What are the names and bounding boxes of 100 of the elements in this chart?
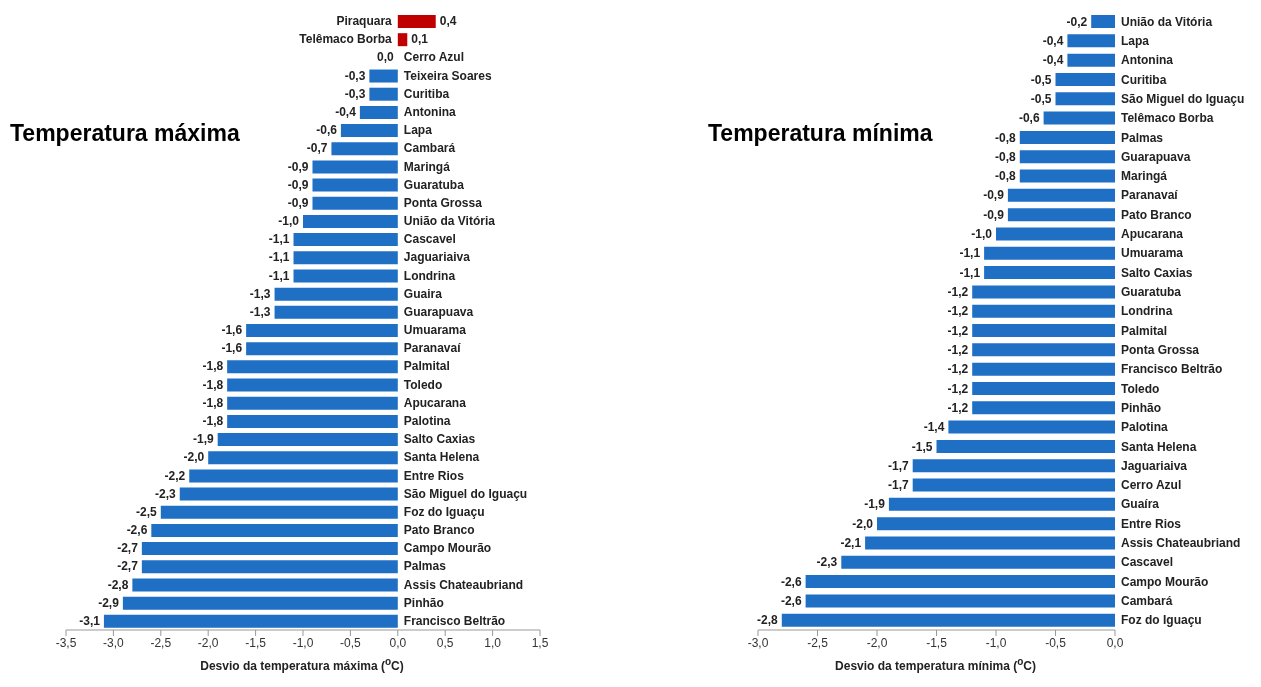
text: Temperatura máxima [10, 120, 240, 147]
data-label: -2,9 [98, 595, 120, 610]
data-label: -1,9 [864, 497, 886, 512]
x-tick-label: -2,5 [150, 635, 172, 650]
y-tick-label: Cerro Azul [1121, 478, 1182, 493]
y-tick-label: Assis Chateaubriand [1121, 536, 1241, 551]
bar [151, 523, 398, 537]
y-tick-label: São Miguel do Iguaçu [1121, 91, 1245, 106]
x-tick-label: -2,0 [866, 635, 888, 650]
bar [160, 505, 398, 519]
y-tick-label: Salto Caxias [403, 432, 476, 447]
bar [331, 142, 398, 156]
data-label: -0,8 [995, 149, 1017, 164]
data-label: -1,3 [249, 286, 271, 301]
data-label: -0,4 [335, 104, 357, 119]
data-label: -0,6 [1018, 111, 1040, 126]
y-tick-label: Palmas [403, 559, 447, 574]
data-label: -2,6 [780, 594, 802, 609]
y-tick-label: Cambará [403, 141, 456, 156]
x-tick-label: -1,5 [926, 635, 948, 650]
y-tick-label: Guarapuava [403, 304, 474, 319]
bar [359, 105, 398, 119]
y-tick-label: Foz do Iguaçu [403, 504, 485, 519]
data-label: -2,6 [780, 574, 802, 589]
bar [103, 614, 398, 628]
y-tick-label: Curitiba [403, 86, 450, 101]
data-label: -0,9 [287, 177, 309, 192]
y-tick-label: Salto Caxias [1121, 265, 1193, 280]
data-label: -1,0 [971, 227, 993, 242]
y-tick-label: Entre Rios [403, 468, 465, 483]
data-label: -0,9 [287, 195, 309, 210]
y-tick-label: Maringá [403, 159, 451, 174]
data-label: -1,5 [911, 439, 933, 454]
x-tick-label: 1,0 [484, 635, 502, 650]
data-label: -2,8 [757, 613, 779, 628]
y-tick-label: Francisco Beltrão [1121, 362, 1223, 377]
data-label: -2,0 [852, 516, 874, 531]
data-label: -1,2 [947, 342, 969, 357]
y-tick-label: Pato Branco [1121, 207, 1192, 222]
x-tick-label: -2,5 [807, 635, 829, 650]
y-tick-label: Apucarana [403, 395, 467, 410]
y-tick-label: Campo Mourão [1121, 574, 1209, 589]
y-tick-label: Palmas [1121, 130, 1164, 145]
bar [132, 578, 398, 592]
data-label: -0,4 [1042, 53, 1064, 68]
bar [179, 487, 398, 501]
y-tick-label: Palmital [403, 359, 450, 374]
y-tick-label: Pato Branco [403, 523, 475, 538]
y-tick-label: Santa Helena [403, 450, 480, 465]
bar [340, 124, 398, 138]
data-label: -2,3 [816, 555, 838, 570]
bar [217, 433, 398, 447]
y-tick-label: Entre Rios [1121, 516, 1182, 531]
data-label: -1,4 [923, 420, 945, 435]
x-tick-label: -2,0 [197, 635, 219, 650]
data-label: -1,2 [947, 285, 969, 300]
y-tick-label: Guaíra [1121, 497, 1160, 512]
data-label: -0,9 [983, 188, 1005, 203]
y-tick-label: Palotina [403, 413, 451, 428]
data-label: -2,0 [183, 450, 205, 465]
y-tick-label: Santa Helena [1121, 439, 1197, 454]
data-label: -1,1 [268, 268, 290, 283]
bar [397, 15, 436, 28]
bar [274, 287, 398, 301]
bar [227, 378, 398, 392]
y-tick-label: Guaratuba [1121, 285, 1182, 300]
data-label: -0,9 [287, 159, 309, 174]
data-label: -0,8 [995, 130, 1017, 145]
text: Temperatura mínima [708, 120, 933, 147]
data-label: 0,1 [411, 32, 429, 47]
y-tick-label: Telêmaco Borba [1121, 111, 1214, 126]
bar [122, 596, 398, 610]
bar [141, 560, 398, 574]
bar [246, 342, 398, 356]
data-label: -1,2 [947, 323, 969, 338]
y-tick-label: Londrina [403, 268, 456, 283]
y-tick-label: Pinhão [1121, 400, 1162, 415]
bar [303, 214, 398, 228]
data-label: -2,2 [164, 468, 186, 483]
bar [274, 305, 398, 319]
bar [293, 233, 398, 247]
y-tick-label: Toledo [403, 377, 443, 392]
bar [189, 469, 398, 483]
data-label: -1,7 [888, 458, 910, 473]
data-label: -1,2 [947, 400, 969, 415]
x-axis-title: Desvio da temperatura mínima ($^{o}$C) [834, 656, 1037, 673]
data-label: -0,5 [1030, 91, 1052, 106]
y-tick-label: Palotina [1121, 420, 1168, 435]
y-tick-label: Piraquara [336, 14, 393, 29]
data-label: -1,7 [888, 478, 910, 493]
data-label: -1,6 [221, 323, 243, 338]
data-label: -1,3 [249, 304, 271, 319]
y-tick-label: Palmital [1121, 323, 1168, 338]
y-tick-label: Jaguariaiva [1121, 458, 1188, 473]
bar [369, 69, 398, 83]
data-label: -0,3 [344, 68, 366, 83]
bar [369, 87, 398, 101]
bar [312, 178, 398, 192]
y-tick-label: Cascavel [1121, 555, 1174, 570]
y-tick-label: São Miguel do Iguaçu [403, 486, 528, 501]
